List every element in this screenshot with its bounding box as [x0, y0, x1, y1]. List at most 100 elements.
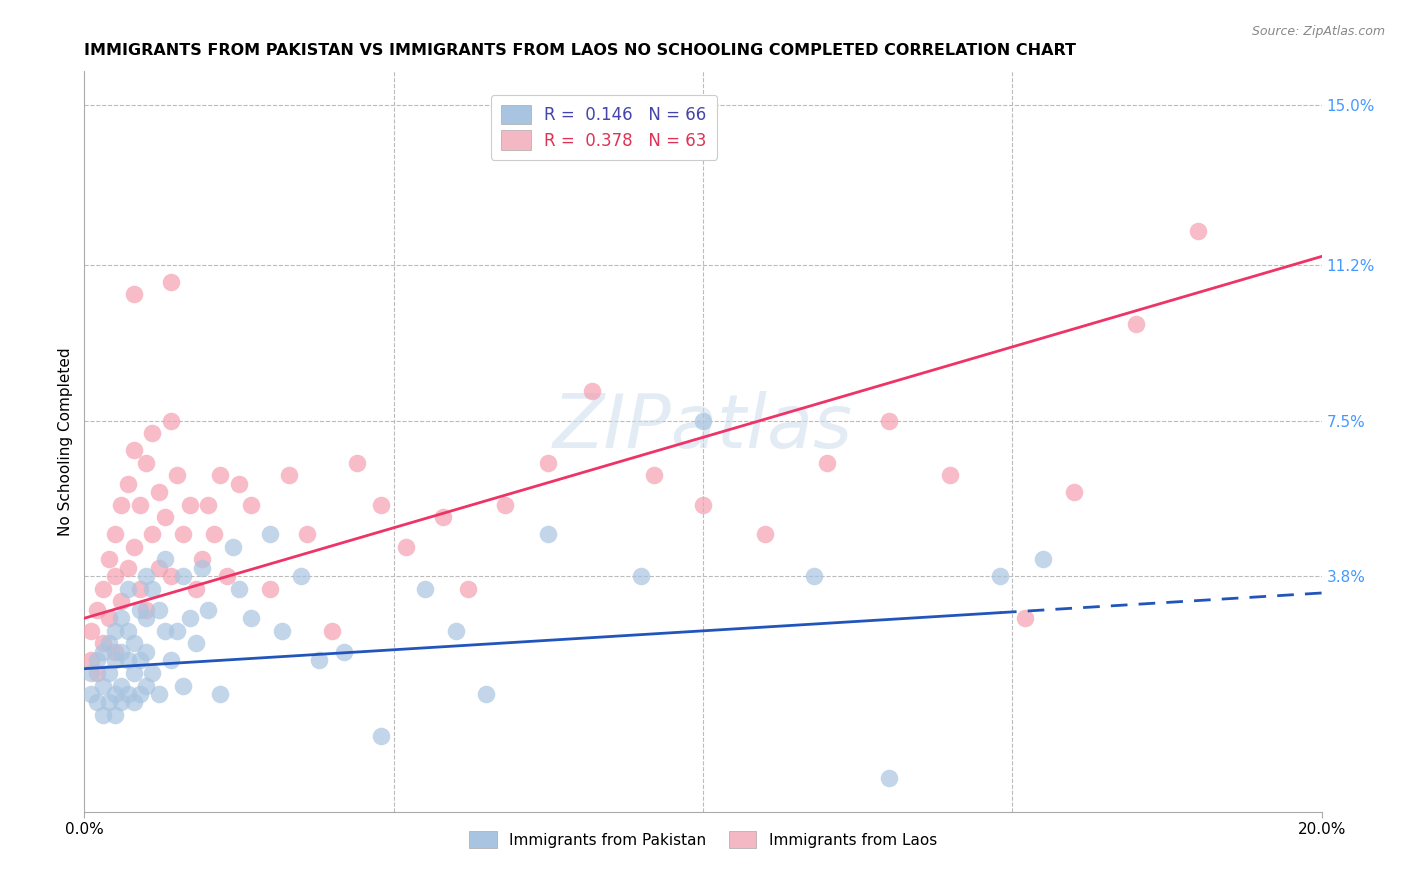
Point [79, 665, 101, 680]
Point [581, 384, 603, 398]
Point [110, 695, 132, 709]
Point [129, 687, 152, 701]
Point [141, 426, 163, 441]
Point [1125, 317, 1147, 331]
Point [98, 636, 121, 650]
Point [148, 560, 170, 574]
Point [153, 552, 176, 566]
Point [91, 582, 114, 596]
Point [228, 476, 250, 491]
Point [1187, 224, 1209, 238]
Point [110, 679, 132, 693]
Point [815, 456, 838, 470]
Point [117, 624, 139, 638]
Point [271, 624, 294, 638]
Point [277, 468, 299, 483]
Point [191, 552, 214, 566]
Point [122, 665, 145, 680]
Point [98, 665, 121, 680]
Point [803, 569, 825, 583]
Point [135, 679, 157, 693]
Point [91, 679, 114, 693]
Point [630, 569, 652, 583]
Point [370, 498, 392, 512]
Point [172, 569, 194, 583]
Point [86, 653, 108, 667]
Point [86, 665, 108, 680]
Point [172, 527, 194, 541]
Point [148, 485, 170, 500]
Point [1014, 611, 1036, 625]
Point [370, 729, 392, 743]
Point [117, 687, 139, 701]
Point [290, 569, 312, 583]
Point [202, 527, 225, 541]
Point [494, 498, 516, 512]
Point [104, 527, 127, 541]
Point [110, 498, 132, 512]
Point [184, 636, 207, 650]
Point [160, 653, 183, 667]
Point [643, 468, 665, 483]
Point [475, 687, 498, 701]
Point [104, 708, 127, 723]
Point [104, 687, 127, 701]
Point [209, 687, 232, 701]
Point [295, 527, 318, 541]
Point [240, 498, 263, 512]
Point [537, 456, 560, 470]
Point [129, 582, 152, 596]
Point [1063, 485, 1085, 500]
Point [135, 611, 157, 625]
Y-axis label: No Schooling Completed: No Schooling Completed [58, 347, 73, 536]
Point [91, 645, 114, 659]
Point [197, 498, 219, 512]
Point [1032, 552, 1054, 566]
Point [179, 611, 201, 625]
Point [692, 413, 714, 427]
Point [333, 645, 356, 659]
Point [110, 611, 132, 625]
Point [117, 476, 139, 491]
Point [98, 695, 121, 709]
Point [122, 695, 145, 709]
Point [346, 456, 368, 470]
Point [129, 603, 152, 617]
Point [395, 540, 418, 554]
Point [98, 611, 121, 625]
Point [141, 527, 163, 541]
Point [754, 527, 776, 541]
Point [86, 695, 108, 709]
Point [308, 653, 330, 667]
Point [117, 560, 139, 574]
Point [104, 569, 127, 583]
Point [222, 540, 245, 554]
Point [160, 569, 183, 583]
Point [172, 679, 194, 693]
Text: IMMIGRANTS FROM PAKISTAN VS IMMIGRANTS FROM LAOS NO SCHOOLING COMPLETED CORRELAT: IMMIGRANTS FROM PAKISTAN VS IMMIGRANTS F… [84, 43, 1077, 58]
Point [228, 582, 250, 596]
Point [141, 665, 163, 680]
Point [91, 636, 114, 650]
Point [432, 510, 454, 524]
Point [79, 624, 101, 638]
Point [148, 603, 170, 617]
Point [240, 611, 263, 625]
Point [259, 582, 281, 596]
Point [166, 624, 188, 638]
Point [179, 498, 201, 512]
Point [135, 645, 157, 659]
Point [148, 687, 170, 701]
Point [413, 582, 436, 596]
Point [877, 413, 900, 427]
Point [79, 653, 101, 667]
Point [939, 468, 962, 483]
Point [91, 708, 114, 723]
Point [160, 275, 183, 289]
Point [160, 413, 183, 427]
Point [166, 468, 188, 483]
Point [117, 653, 139, 667]
Point [98, 552, 121, 566]
Point [104, 645, 127, 659]
Point [988, 569, 1011, 583]
